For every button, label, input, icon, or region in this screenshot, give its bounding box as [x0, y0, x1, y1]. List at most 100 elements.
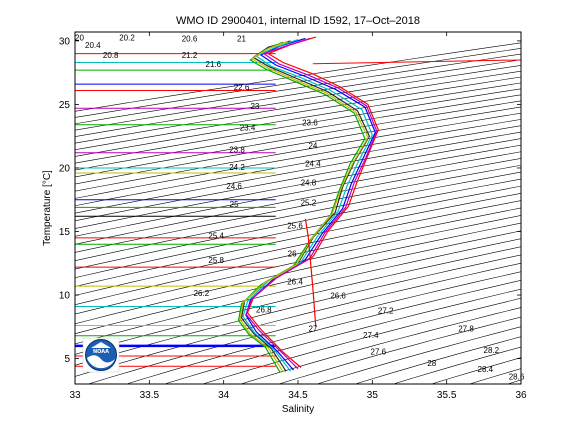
noaa-logo-text: NOAA — [93, 349, 109, 355]
isopycnal-line — [163, 288, 521, 384]
x-tick-label: 36 — [515, 390, 527, 401]
y-tick-label: 20 — [59, 163, 71, 174]
profile-series — [237, 36, 379, 373]
series-line-4 — [237, 41, 366, 373]
isopycnal-line — [239, 307, 521, 384]
axis-ticks: 33 33.5 34 34.5 35 35.5 36 5 10 15 20 25 30 — [59, 32, 527, 401]
isopycnal-line — [506, 379, 521, 384]
x-tick-label: 35 — [367, 390, 379, 401]
reference-line — [312, 59, 521, 65]
chart-title: WMO ID 2900401, internal ID 1592, 17–Oct… — [176, 15, 420, 27]
x-tick-label: 33.5 — [140, 390, 160, 401]
isopycnal-label: 25.2 — [301, 199, 317, 208]
y-tick-label: 15 — [59, 227, 71, 238]
isopycnal-labels: 20 20.2 20.4 20.6 20.8 21 21.2 21.6 22.6 23 23.4 23… — [75, 34, 525, 382]
isopycnal-label: 26.2 — [194, 289, 210, 298]
isopycnal-line — [468, 16, 576, 423]
noaa-logo: NOAA — [82, 337, 120, 373]
isopycnal-label: 20.2 — [119, 34, 135, 43]
series-line-2 — [245, 37, 376, 371]
isopycnal-label: 28 — [427, 359, 436, 368]
isopycnal-label: 27.4 — [363, 331, 379, 340]
series-line-3 — [246, 36, 379, 368]
isopycnal-label: 20.4 — [85, 41, 101, 50]
isopycnal-line — [75, 164, 521, 253]
isopycnal-label: 28.6 — [509, 373, 525, 382]
isopycnal-line — [544, 16, 576, 423]
isopycnal-line — [75, 193, 521, 287]
isopycnal-line — [75, 138, 521, 222]
isopycnal-line — [316, 326, 521, 384]
isopycnal-label: 21 — [237, 35, 246, 44]
x-tick-label: 35.5 — [437, 390, 457, 401]
isopycnal-line — [75, 151, 521, 237]
isopycnal-line — [75, 185, 521, 279]
isopycnal-line — [75, 158, 521, 245]
y-axis-label: Temperature [°C] — [42, 170, 53, 246]
isopycnal-lines — [75, 16, 576, 423]
horizontal-reference-lines — [75, 53, 521, 367]
y-tick-label: 5 — [64, 354, 70, 365]
x-tick-label: 33 — [69, 390, 81, 401]
isopycnal-line — [75, 171, 521, 262]
isopycnal-label: 23 — [250, 102, 259, 111]
isopycnal-label: 23.4 — [240, 124, 256, 133]
y-tick-label: 30 — [59, 36, 71, 47]
isopycnal-line — [354, 336, 521, 384]
isopycnal-line — [201, 297, 521, 384]
plot-frame — [74, 31, 522, 385]
isopycnal-label: 26 — [288, 250, 297, 259]
isopycnal-line — [75, 59, 521, 131]
isopycnal-line — [75, 48, 521, 118]
isopycnal-line — [277, 316, 521, 384]
x-axis-label: Salinity — [282, 404, 314, 415]
isopycnal-label: 27.6 — [371, 347, 387, 356]
isopycnal-label: 26.8 — [256, 305, 272, 314]
isopycnal-line — [75, 262, 521, 377]
isopycnal-line — [75, 200, 521, 296]
isopycnal-line — [125, 280, 521, 384]
isopycnal-label: 28.4 — [478, 365, 494, 374]
isopycnal-label: 24 — [308, 142, 317, 151]
isopycnal-line — [75, 76, 521, 151]
isopycnal-label: 23.6 — [302, 119, 318, 128]
isopycnal-label: 20 — [75, 34, 84, 43]
isopycnal-label: 24.4 — [305, 159, 321, 168]
isopycnal-label: 22.6 — [234, 83, 250, 92]
x-tick-label: 34 — [218, 390, 230, 401]
y-tick-label: 10 — [59, 291, 71, 302]
isopycnal-line — [430, 357, 521, 384]
isopycnal-label: 26.6 — [330, 291, 346, 300]
isopycnal-label: 28.2 — [484, 346, 500, 355]
isopycnal-line — [506, 16, 576, 423]
series-line-8 — [304, 218, 317, 327]
isopycnal-label: 25.8 — [208, 256, 224, 265]
isopycnal-label: 24.6 — [226, 182, 242, 191]
isopycnal-line — [75, 178, 521, 270]
isopycnal-line — [75, 65, 521, 137]
isopycnal-label: 25.4 — [208, 232, 224, 241]
x-tick-label: 34.5 — [288, 390, 308, 401]
isopycnal-label: 25 — [230, 200, 239, 209]
isopycnal-label: 21.2 — [182, 51, 198, 60]
isopycnal-label: 21.6 — [206, 60, 222, 69]
isopycnal-label: 26.4 — [287, 277, 303, 286]
isopycnal-line — [75, 42, 521, 112]
isopycnal-line — [75, 207, 521, 306]
isopycnal-label: 23.8 — [229, 145, 245, 154]
series-line-1 — [240, 40, 371, 372]
isopycnal-line — [75, 215, 521, 315]
isopycnal-label: 20.6 — [182, 35, 198, 44]
isopycnal-line — [87, 271, 521, 384]
isopycnal-label: 24.2 — [229, 163, 245, 172]
isopycnal-label: 24.8 — [301, 178, 317, 187]
isopycnal-line — [392, 346, 521, 384]
series-line-7 — [239, 40, 369, 373]
y-tick-label: 25 — [59, 100, 71, 111]
isopycnal-line — [75, 144, 521, 229]
isopycnal-label: 20.8 — [103, 51, 119, 60]
isopycnal-label: 27.8 — [458, 325, 474, 334]
isopycnal-label: 25.6 — [287, 222, 303, 231]
series-line-6 — [245, 37, 378, 370]
